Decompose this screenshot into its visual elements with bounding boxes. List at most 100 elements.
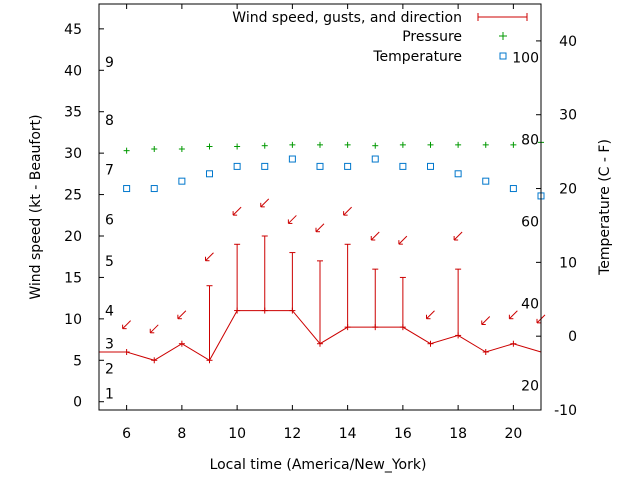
x-tick-label: 20	[504, 426, 522, 442]
y-right-tick-label: 40	[559, 34, 577, 50]
arrow-shaft	[453, 231, 463, 241]
arrow-shaft	[343, 206, 352, 216]
temperature-point	[454, 170, 462, 178]
temperature-point	[371, 155, 379, 163]
x-tick-label: 18	[449, 426, 467, 442]
arrow-shaft	[509, 310, 518, 320]
wind-direction-arrow	[370, 231, 380, 241]
x-tick-label: 14	[339, 426, 357, 442]
y-left-tick-label: 0	[73, 395, 82, 411]
y-left-tick-label: 15	[64, 270, 82, 286]
x-tick-label: 8	[177, 426, 186, 442]
pressure-point	[510, 141, 517, 148]
temperature-point	[178, 177, 186, 185]
wind-direction-arrow	[343, 206, 352, 216]
plot-frame	[98, 3, 542, 411]
legend-swatch-temperature	[499, 52, 507, 60]
wind-direction-arrow	[315, 223, 325, 233]
y-left-tick-label: 35	[64, 105, 82, 121]
arrow-shaft	[426, 310, 435, 320]
wind-direction-arrow	[232, 206, 242, 216]
fahrenheit-scale-labels: 20 40 60 80 100	[512, 50, 539, 394]
pressure-point	[482, 141, 489, 148]
pressure-point	[344, 141, 351, 148]
y-left-tick-label: 10	[64, 312, 82, 328]
arrow-shaft	[398, 235, 408, 245]
tick-marks	[99, 4, 541, 411]
arrow-shaft	[177, 310, 187, 320]
temperature-point	[316, 162, 324, 170]
plot-area	[99, 139, 546, 364]
y-axis-label-left: Wind speed (kt - Beaufort)	[28, 114, 44, 299]
temperature-point	[288, 155, 296, 163]
pressure-point	[372, 142, 379, 149]
pressure-point	[427, 141, 434, 148]
y-right-tick-label: 20	[559, 182, 577, 198]
wind-direction-arrow	[260, 198, 270, 208]
beaufort-label: 3	[105, 337, 114, 353]
pressure-point	[151, 146, 158, 152]
x-tick-label: 6	[122, 426, 131, 442]
beaufort-label: 8	[105, 113, 114, 129]
beaufort-label: 1	[105, 386, 114, 402]
temperature-point	[150, 185, 158, 193]
legend-label-pressure: Pressure	[402, 29, 462, 45]
arrow-shaft	[122, 320, 131, 330]
y-left-tick-label: 5	[73, 353, 82, 369]
x-tick-label: 12	[283, 426, 301, 442]
beaufort-label: 7	[105, 163, 114, 179]
arrow-shaft	[288, 215, 297, 224]
beaufort-label: 2	[105, 362, 114, 378]
temperature-point	[206, 170, 213, 178]
x-tick-labels: 6 8 10 12 14 16 18 20	[122, 426, 522, 442]
wind-direction-arrow	[205, 252, 214, 262]
pressure-point	[399, 141, 406, 148]
fahrenheit-label: 100	[512, 50, 539, 66]
x-tick-label: 10	[228, 426, 246, 442]
arrow-shaft	[370, 231, 380, 241]
legend-swatch-pressure	[499, 32, 507, 40]
arrow-shaft	[260, 198, 270, 208]
arrow-shaft	[315, 223, 325, 233]
pressure-point	[178, 146, 185, 152]
left-tick-labels: 0 5 10 15 20 25 30 35 40 45	[64, 22, 82, 411]
arrow-shaft	[205, 252, 214, 262]
temperature-point	[399, 162, 407, 170]
legend: Wind speed, gusts, and direction Pressur…	[232, 10, 528, 65]
fahrenheit-label: 60	[521, 214, 539, 230]
fahrenheit-label: 80	[521, 132, 539, 148]
temperature-point	[233, 162, 241, 170]
temperature-point	[482, 177, 490, 185]
y-left-tick-label: 45	[64, 22, 82, 38]
wind-direction-arrow	[426, 310, 435, 320]
y-left-tick-label: 25	[64, 188, 82, 204]
temperature-point	[509, 185, 517, 193]
legend-label-wind: Wind speed, gusts, and direction	[232, 10, 462, 26]
fahrenheit-label: 40	[521, 296, 539, 312]
temperature-point	[427, 162, 434, 170]
beaufort-label: 9	[105, 55, 114, 71]
arrow-shaft	[149, 324, 159, 334]
temperature-point	[261, 162, 269, 170]
legend-label-temperature: Temperature	[372, 49, 462, 65]
wind-direction-arrow	[177, 310, 187, 320]
wind-direction-arrow	[481, 316, 491, 326]
y-axis-label-right: Temperature (C - F)	[597, 139, 613, 276]
wind-direction-arrow	[453, 231, 463, 241]
pressure-point	[123, 147, 130, 154]
wind-direction-arrow	[287, 215, 297, 224]
y-left-tick-label: 30	[64, 146, 82, 162]
beaufort-label: 4	[105, 304, 114, 320]
beaufort-label: 5	[105, 254, 114, 270]
temperature-point	[123, 185, 131, 193]
beaufort-scale-labels: 1 2 3 4 5 6 7 8 9	[105, 55, 114, 402]
y-right-tick-label: 10	[559, 255, 577, 271]
pressure-point	[234, 143, 241, 150]
arrow-shaft	[232, 206, 242, 216]
pressure-point	[206, 143, 213, 150]
x-axis-label: Local time (America/New_York)	[210, 457, 427, 473]
pressure-point	[455, 141, 462, 148]
arrow-shaft	[481, 316, 491, 325]
y-right-tick-label: 30	[559, 108, 577, 124]
